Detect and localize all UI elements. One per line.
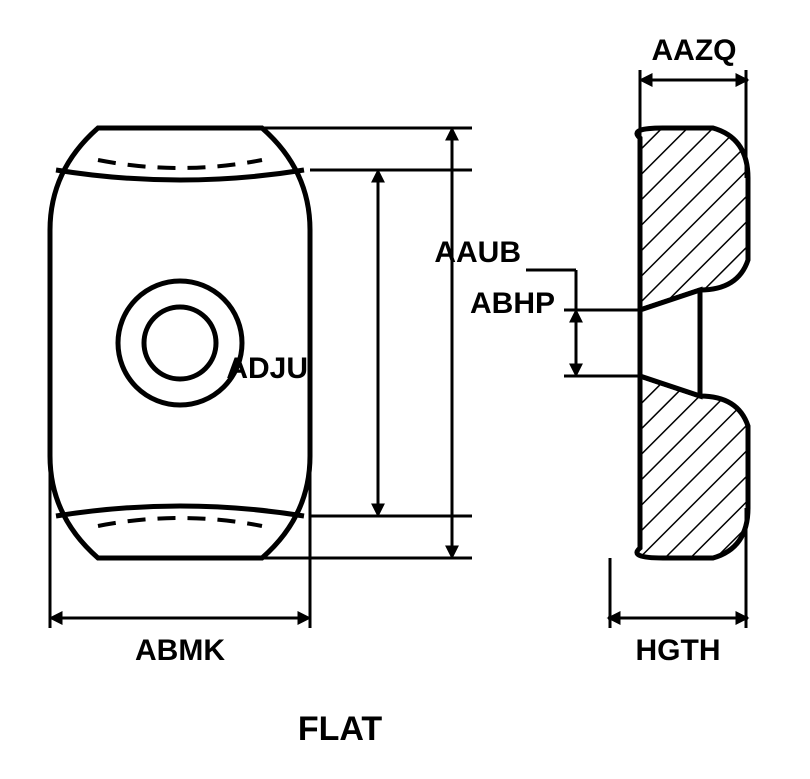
front-view-outline: [50, 128, 310, 558]
title-flat: FLAT: [298, 710, 383, 748]
section-lower: [637, 376, 748, 558]
label-aazq: AAZQ: [652, 34, 737, 67]
label-hgth: HGTH: [636, 634, 721, 667]
label-abhp: ABHP: [470, 287, 555, 320]
section-bore: [640, 290, 700, 396]
label-adju: ADJU: [226, 352, 308, 385]
label-abmk: ABMK: [135, 634, 225, 667]
section-upper: [637, 128, 748, 310]
label-aaub: AAUB: [434, 236, 521, 269]
